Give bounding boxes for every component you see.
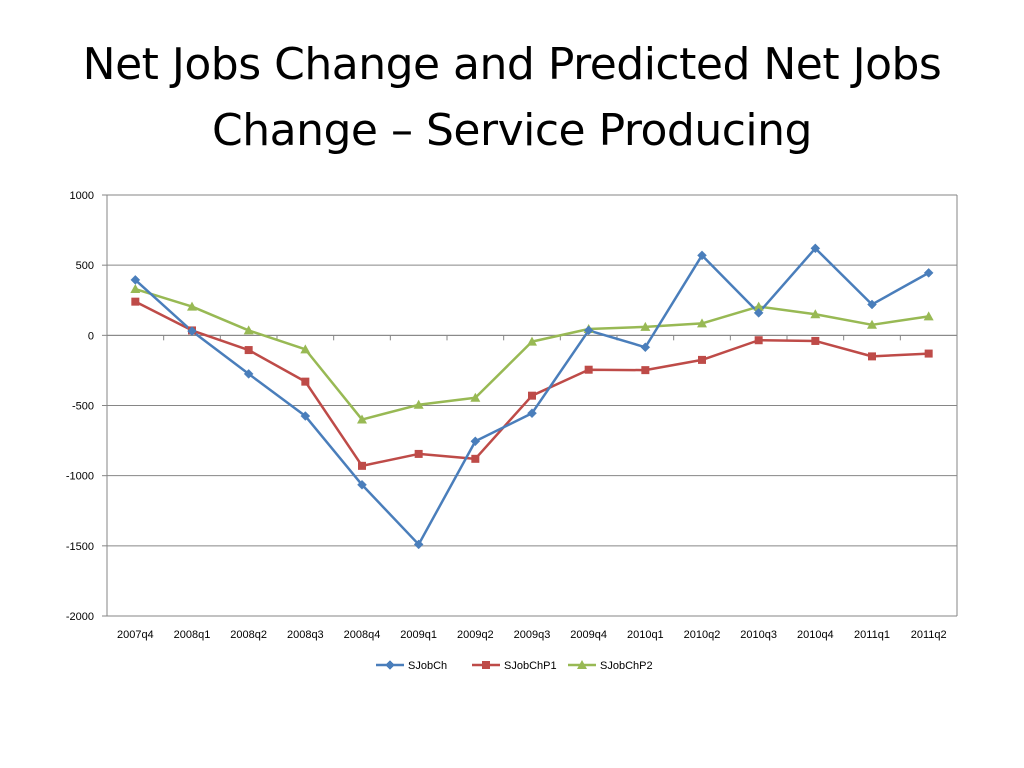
data-point-SJobChP2 — [243, 325, 254, 335]
data-point-SJobChP1 — [811, 336, 820, 345]
data-point-SJobChP1 — [471, 454, 480, 463]
data-point-SJobChP1 — [924, 349, 933, 358]
y-tick-label: 1000 — [70, 190, 94, 202]
x-tick-label: 2010q1 — [627, 629, 664, 641]
y-tick-label: -2000 — [66, 611, 94, 623]
data-point-SJobChP1 — [528, 391, 536, 400]
legend-label: SJobChP2 — [600, 660, 653, 672]
data-point-SJobCh — [923, 268, 934, 278]
y-tick-label: -1000 — [66, 471, 94, 483]
series-line-SJobChP1 — [134, 300, 929, 468]
gridlines — [107, 194, 957, 617]
data-point-SJobChP1 — [698, 355, 706, 364]
data-point-SJobChP1 — [754, 336, 763, 345]
data-point-SJobCh — [357, 479, 367, 490]
data-point-SJobChP1 — [414, 449, 423, 458]
data-point-SJobChP1 — [868, 352, 876, 361]
y-tick-label: 0 — [88, 330, 94, 342]
data-point-SJobChP1 — [301, 377, 310, 386]
x-tick-label: 2010q3 — [740, 629, 777, 641]
data-point-SJobCh — [243, 369, 254, 379]
legend-marker-SJobChP2 — [577, 660, 587, 669]
x-tick-label: 2010q2 — [684, 629, 721, 641]
x-tick-label: 2007q4 — [117, 629, 154, 641]
x-tick-label: 2008q4 — [344, 629, 381, 641]
data-point-SJobChP2 — [697, 318, 707, 328]
data-point-SJobCh — [583, 325, 594, 336]
data-point-SJobChP2 — [187, 301, 197, 311]
data-point-SJobChP1 — [641, 366, 650, 375]
data-point-SJobChP1 — [131, 297, 140, 306]
legend-label: SJobCh — [408, 660, 447, 672]
data-point-SJobCh — [697, 250, 707, 261]
legend-marker-SJobCh — [385, 660, 395, 670]
x-tick-label: 2011q2 — [911, 629, 947, 641]
data-point-SJobCh — [413, 539, 424, 550]
data-point-SJobCh — [810, 243, 821, 254]
x-tick-label: 2008q3 — [287, 629, 324, 641]
data-point-SJobChP2 — [357, 414, 367, 424]
axes: 1000 500 0 -500 -1000 -1500 -2000 2007q4 2008q1 2… — [66, 190, 958, 641]
slide-title: Net Jobs Change and Predicted Net Jobs C… — [82, 39, 942, 156]
data-point-SJobCh — [130, 275, 141, 285]
data-point-SJobChP2 — [130, 284, 141, 294]
data-point-SJobCh — [187, 326, 197, 336]
legend-marker-SJobChP1 — [482, 661, 490, 669]
data-point-SJobChP2 — [470, 392, 481, 402]
data-point-SJobCh — [640, 342, 651, 353]
x-tick-label: 2008q2 — [230, 629, 267, 641]
data-point-SJobCh — [527, 408, 537, 419]
data-point-SJobChP1 — [244, 346, 253, 355]
data-point-SJobCh — [867, 299, 877, 310]
data-point-SJobChP1 — [358, 461, 366, 470]
x-tick-label: 2011q1 — [854, 629, 890, 641]
data-point-SJobChP2 — [300, 344, 311, 354]
y-tick-label: -1500 — [66, 541, 94, 553]
data-point-SJobChP2 — [640, 321, 651, 331]
x-tick-label: 2008q1 — [174, 629, 211, 641]
x-tick-label: 2009q4 — [570, 629, 607, 641]
x-tick-label: 2009q1 — [400, 629, 437, 641]
data-point-SJobCh — [470, 436, 481, 447]
data-point-SJobCh — [300, 411, 311, 421]
x-tick-label: 2009q3 — [514, 629, 551, 641]
data-point-SJobChP1 — [584, 365, 593, 374]
y-tick-label: -500 — [72, 401, 94, 413]
legend: SJobCh SJobChP1 SJobChP2 — [376, 660, 653, 672]
series-markers — [130, 243, 934, 550]
data-point-SJobChP2 — [923, 311, 934, 321]
data-point-SJobChP2 — [867, 319, 877, 329]
data-point-SJobChP2 — [527, 336, 537, 346]
data-point-SJobChP2 — [753, 301, 764, 311]
y-tick-label: 500 — [76, 260, 94, 272]
x-tick-label: 2010q4 — [797, 629, 834, 641]
legend-label: SJobChP1 — [504, 660, 557, 672]
data-point-SJobChP2 — [413, 399, 424, 409]
x-tick-label: 2009q2 — [457, 629, 494, 641]
data-point-SJobChP2 — [810, 309, 821, 319]
data-point-SJobCh — [753, 308, 764, 318]
